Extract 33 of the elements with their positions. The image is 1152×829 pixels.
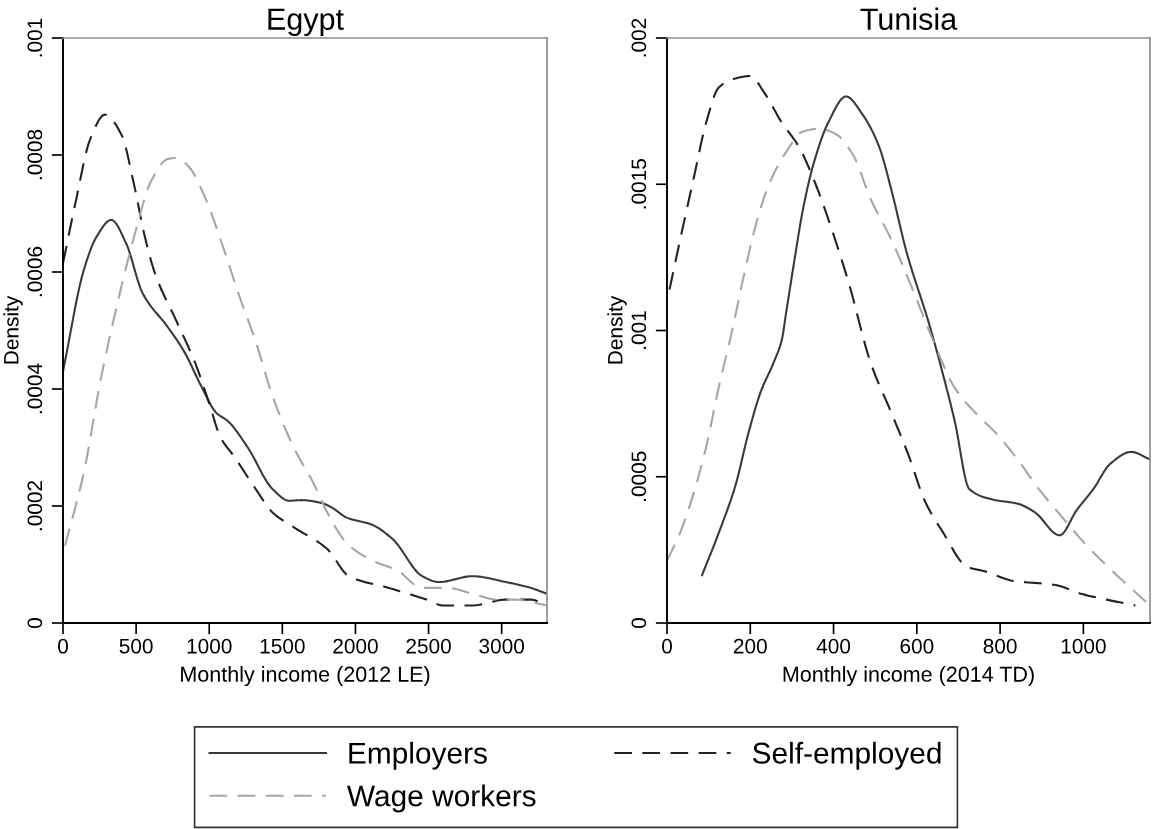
chart-title: Tunisia bbox=[860, 7, 958, 30]
x-tick-label: 1000 bbox=[1061, 638, 1106, 654]
x-tick-label: 400 bbox=[816, 638, 851, 654]
y-tick-label: .001 bbox=[27, 18, 43, 57]
legend-label: Self-employed bbox=[752, 741, 941, 770]
y-tick-label: .0004 bbox=[27, 363, 43, 414]
x-tick-label: 0 bbox=[662, 638, 672, 654]
x-axis-title: Monthly income (2012 LE) bbox=[181, 666, 430, 687]
y-axis-title: Density bbox=[607, 295, 627, 364]
y-tick-label: .001 bbox=[631, 311, 647, 349]
y-tick-label: 0 bbox=[631, 618, 647, 628]
y-axis-title: Density bbox=[3, 295, 23, 364]
y-tick-label: .002 bbox=[631, 18, 647, 57]
y-tick-label: 0 bbox=[27, 618, 43, 628]
y-tick-label: .0002 bbox=[27, 480, 43, 531]
y-tick-label: .0015 bbox=[631, 159, 647, 209]
y-tick-label: .0006 bbox=[27, 246, 43, 297]
x-tick-label: 0 bbox=[58, 638, 68, 654]
x-tick-label: 800 bbox=[983, 638, 1017, 654]
chart-title: Egypt bbox=[268, 8, 344, 37]
x-tick-label: 600 bbox=[900, 638, 934, 654]
x-tick-label: 200 bbox=[733, 638, 767, 654]
x-tick-label: 3000 bbox=[479, 638, 525, 654]
x-tick-label: 2000 bbox=[333, 638, 378, 654]
y-tick-label: .0008 bbox=[27, 129, 43, 180]
x-tick-label: 1500 bbox=[260, 638, 305, 654]
x-tick-label: 1000 bbox=[187, 638, 232, 654]
legend-label: Wage workers bbox=[347, 784, 536, 813]
y-tick-label: .0005 bbox=[631, 451, 647, 501]
x-tick-label: 2500 bbox=[406, 638, 451, 654]
legend-label: Employers bbox=[349, 741, 487, 770]
x-tick-label: 500 bbox=[119, 638, 153, 654]
x-axis-title: Monthly income (2014 TD) bbox=[783, 666, 1034, 687]
